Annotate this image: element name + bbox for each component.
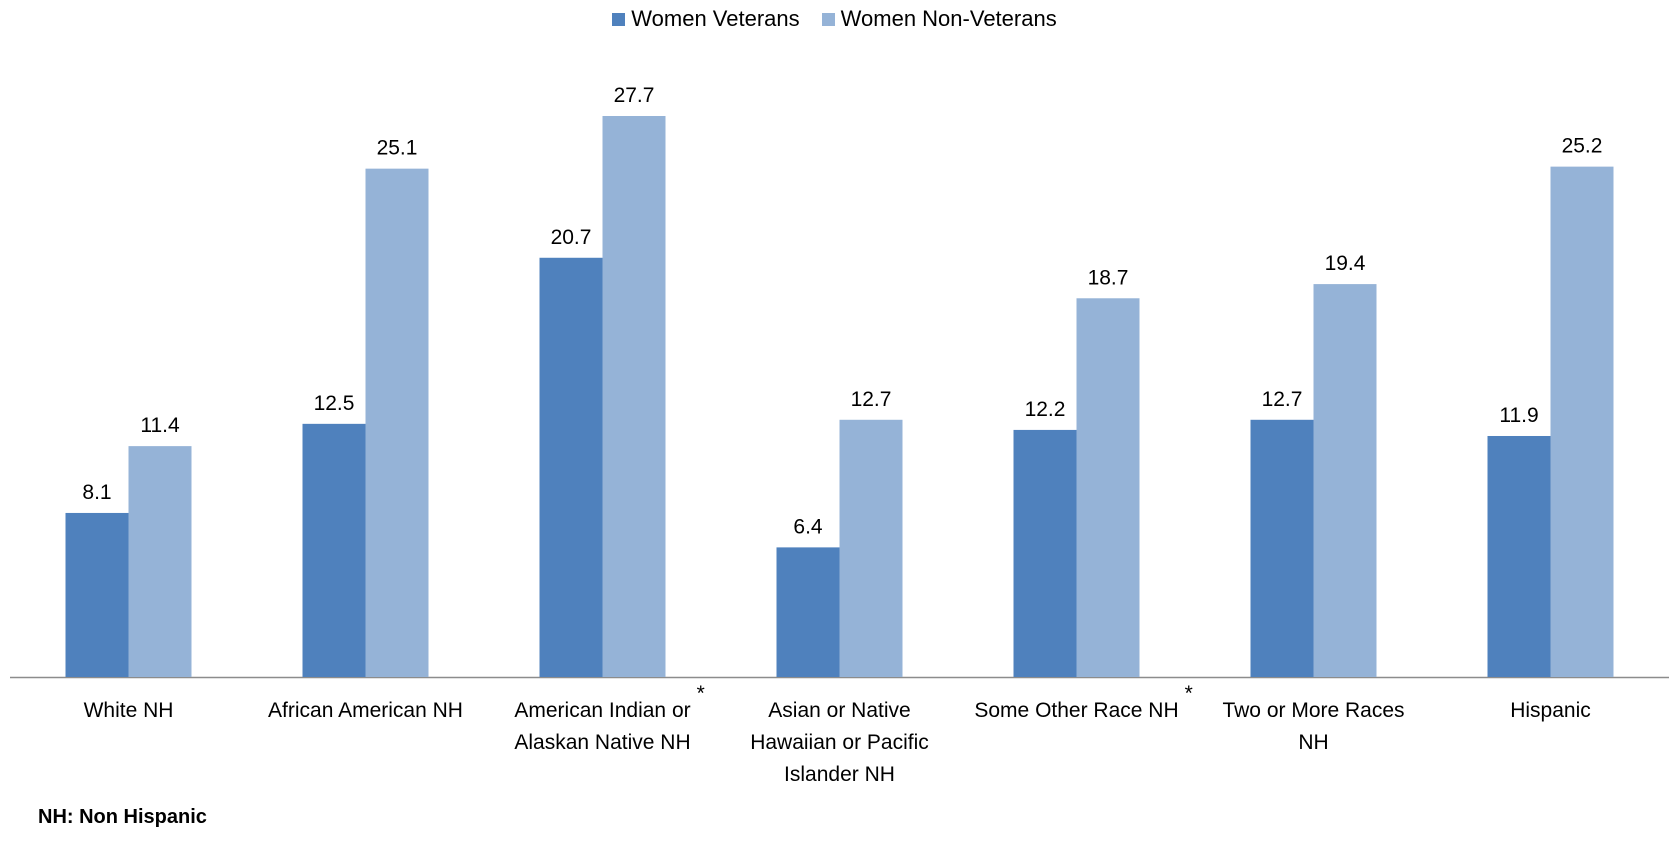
data-label-non-veterans-1: 25.1	[377, 137, 418, 160]
category-label-line: Hawaiian or Pacific	[750, 731, 929, 754]
legend-item-veterans: Women Veterans	[612, 6, 800, 32]
chart-legend: Women Veterans Women Non-Veterans	[0, 6, 1669, 32]
category-label-line: Asian or Native	[768, 699, 910, 722]
bar-veterans-1	[302, 423, 366, 677]
category-label-2: American Indian or Alaskan Native NH	[514, 699, 690, 754]
bar-non-veterans-2	[602, 116, 666, 677]
bar-veterans-5	[1250, 419, 1314, 677]
data-label-veterans-6: 11.9	[1499, 404, 1538, 427]
data-label-non-veterans-2: 27.7	[614, 84, 655, 107]
legend-item-non-veterans: Women Non-Veterans	[821, 6, 1057, 32]
asterisk-marker-4: *	[1185, 682, 1193, 705]
category-label-5: Two or More Races NH	[1222, 699, 1404, 754]
category-label-line: Alaskan Native NH	[514, 731, 690, 754]
data-label-non-veterans-4: 18.7	[1088, 266, 1129, 289]
category-label-line: Two or More Races	[1222, 699, 1404, 722]
data-label-veterans-0: 8.1	[82, 481, 111, 504]
category-label-line: Islander NH	[784, 763, 895, 786]
bar-non-veterans-5	[1313, 284, 1377, 677]
data-label-veterans-4: 12.2	[1025, 398, 1066, 421]
category-label-line: White NH	[84, 699, 174, 722]
data-label-non-veterans-6: 25.2	[1562, 135, 1603, 158]
data-label-veterans-5: 12.7	[1262, 388, 1303, 411]
legend-swatch-non-veterans	[821, 12, 835, 26]
category-label-line: American Indian or	[514, 699, 690, 722]
bar-non-veterans-4	[1076, 298, 1140, 677]
bar-non-veterans-6	[1550, 166, 1614, 677]
bar-veterans-6	[1487, 435, 1551, 677]
bar-non-veterans-3	[839, 419, 903, 677]
legend-swatch-veterans	[612, 12, 626, 26]
category-label-3: Asian or Native Hawaiian or Pacific Island…	[750, 699, 929, 786]
category-label-6: Hispanic	[1510, 699, 1591, 722]
legend-label-veterans: Women Veterans	[631, 6, 800, 31]
legend-label-non-veterans: Women Non-Veterans	[840, 6, 1057, 31]
category-label-1: African American NH	[268, 699, 463, 722]
bar-veterans-3	[776, 547, 840, 677]
data-label-veterans-3: 6.4	[793, 515, 823, 538]
asterisk-marker-2: *	[697, 682, 705, 705]
category-label-line: Some Other Race NH	[974, 699, 1178, 722]
data-label-non-veterans-0: 11.4	[140, 414, 180, 437]
category-label-line: Hispanic	[1510, 699, 1591, 722]
data-label-non-veterans-5: 19.4	[1325, 252, 1366, 275]
bar-non-veterans-0	[128, 446, 192, 677]
bar-veterans-0	[65, 512, 129, 677]
data-label-veterans-2: 20.7	[551, 226, 592, 249]
bar-veterans-4	[1013, 429, 1077, 677]
bar-non-veterans-1	[365, 168, 429, 677]
data-label-non-veterans-3: 12.7	[851, 388, 892, 411]
category-label-line: African American NH	[268, 699, 463, 722]
category-label-0: White NH	[84, 699, 174, 722]
category-label-line: NH	[1298, 731, 1328, 754]
bar-veterans-2	[539, 257, 603, 677]
data-label-veterans-1: 12.5	[314, 392, 355, 415]
category-label-4: Some Other Race NH	[974, 699, 1178, 722]
footnote: NH: Non Hispanic	[38, 806, 207, 828]
